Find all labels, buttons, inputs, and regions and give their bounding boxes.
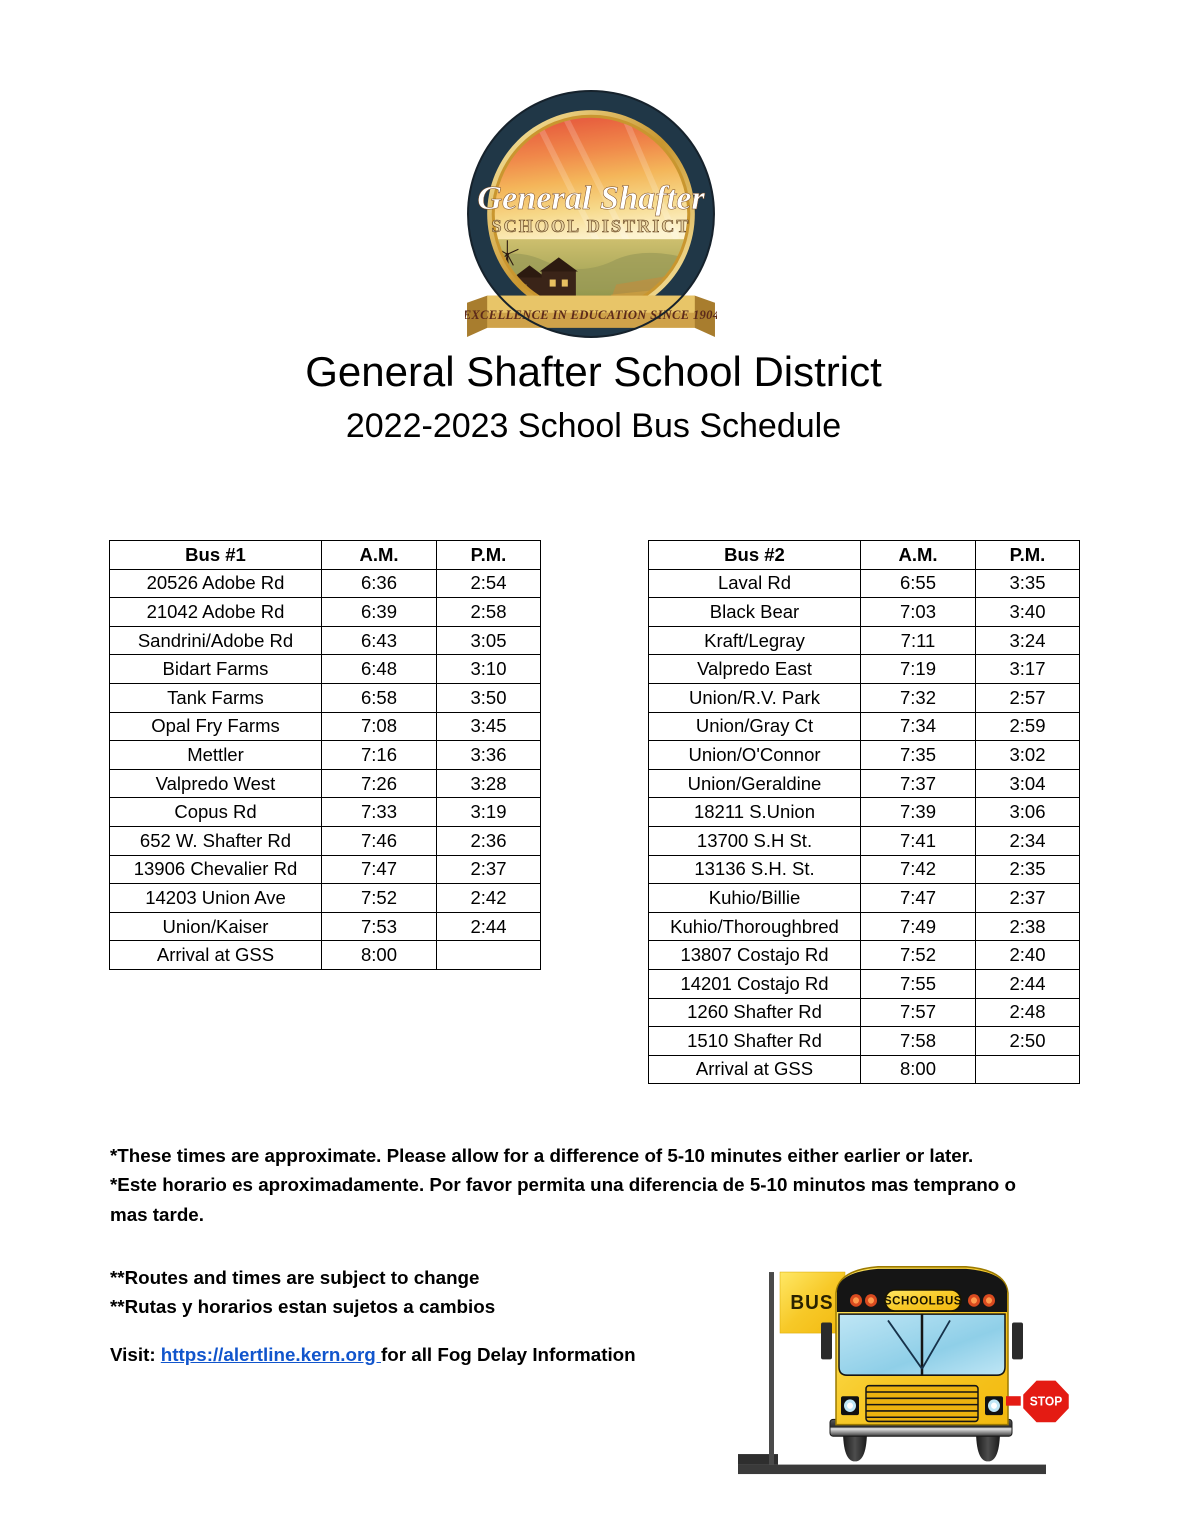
svg-text:BUS: BUS: [790, 1291, 833, 1314]
svg-text:SCHOOL DISTRICT: SCHOOL DISTRICT: [492, 216, 691, 236]
svg-text:STOP: STOP: [1030, 1394, 1062, 1408]
svg-text:EXCELLENCE IN EDUCATION SINCE: EXCELLENCE IN EDUCATION SINCE 1904: [465, 308, 717, 322]
svg-text:General Shafter: General Shafter: [477, 179, 705, 217]
svg-text:SCHOOLBUS: SCHOOLBUS: [884, 1293, 962, 1307]
